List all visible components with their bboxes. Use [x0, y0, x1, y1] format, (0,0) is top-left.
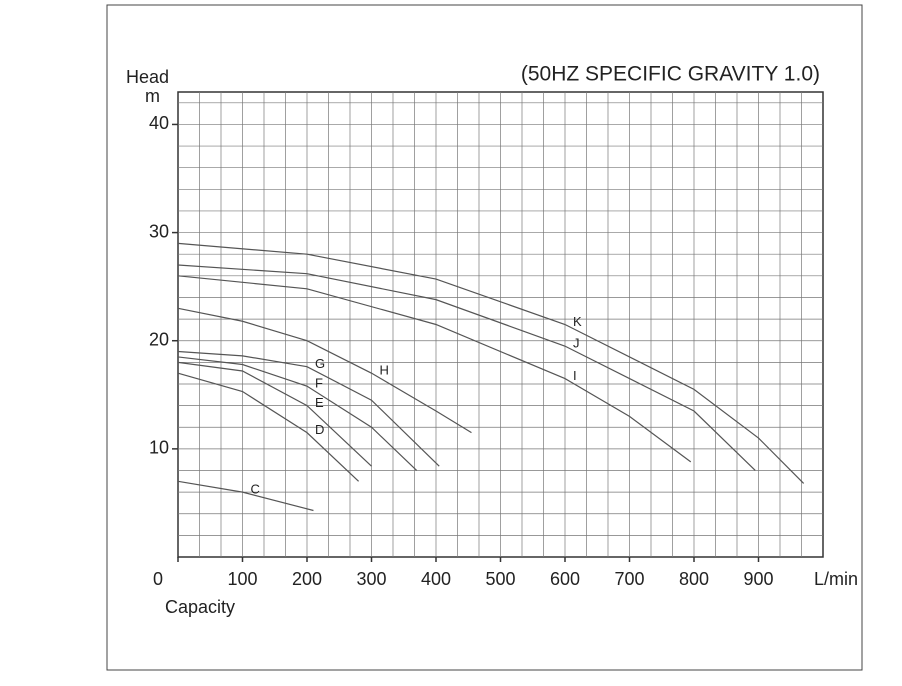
x-axis-label: Capacity	[165, 597, 235, 617]
curve	[177, 480, 314, 512]
curve	[177, 361, 372, 467]
curve	[177, 350, 440, 467]
y-tick-label: 30	[149, 221, 169, 241]
curve-label: K	[573, 314, 582, 329]
curve-label: J	[573, 336, 580, 351]
y-tick-label: 20	[149, 329, 169, 349]
x-tick-label: 500	[485, 569, 515, 589]
curve-label: E	[315, 395, 324, 410]
curve-label: H	[380, 363, 389, 378]
y-tick-label: 40	[149, 113, 169, 133]
x-tick-label: 800	[679, 569, 709, 589]
curve-label: I	[573, 368, 577, 383]
x-tick-label: 300	[356, 569, 386, 589]
x-tick-label: 700	[614, 569, 644, 589]
curve	[177, 242, 805, 484]
x-tick-label: 200	[292, 569, 322, 589]
curve	[177, 264, 756, 471]
curve	[177, 356, 418, 471]
chart-title: (50HZ SPECIFIC GRAVITY 1.0)	[521, 63, 820, 86]
y-axis-label: Head	[126, 67, 169, 87]
y-tick-label: 10	[149, 438, 169, 458]
curve	[177, 372, 360, 482]
x-tick-label: 900	[743, 569, 773, 589]
x-tick-label: 400	[421, 569, 451, 589]
curve	[177, 307, 472, 434]
x-tick-label: 100	[227, 569, 257, 589]
curve-label: C	[251, 482, 260, 497]
curve	[177, 275, 692, 463]
frame	[106, 4, 863, 671]
y-axis-unit: m	[145, 86, 160, 106]
x-tick-label: 600	[550, 569, 580, 589]
curve-label: G	[315, 356, 325, 371]
x-tick-label: 0	[153, 569, 163, 589]
x-axis-unit: L/min	[814, 569, 858, 589]
curve-label: D	[315, 422, 324, 437]
curve-label: F	[315, 376, 323, 391]
